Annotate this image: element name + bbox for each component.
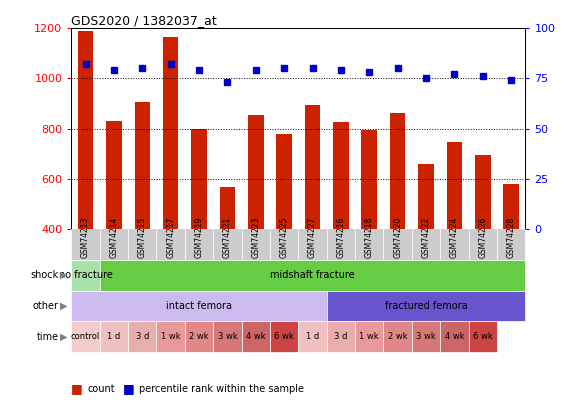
Text: ▶: ▶ <box>60 332 67 342</box>
Bar <box>475 155 490 229</box>
Text: GSM74217: GSM74217 <box>166 217 175 258</box>
Bar <box>71 229 100 260</box>
Bar <box>440 322 469 352</box>
Text: 2 wk: 2 wk <box>189 333 209 341</box>
Bar <box>276 134 292 229</box>
Text: GSM74213: GSM74213 <box>81 217 90 258</box>
Text: other: other <box>33 301 59 311</box>
Text: count: count <box>87 384 115 394</box>
Text: intact femora: intact femora <box>166 301 232 311</box>
Text: GSM74214: GSM74214 <box>110 217 118 258</box>
Text: shock: shock <box>30 270 59 280</box>
Text: ▶: ▶ <box>60 301 67 311</box>
Bar <box>327 291 525 322</box>
Bar <box>355 229 384 260</box>
Text: midshaft fracture: midshaft fracture <box>270 270 355 280</box>
Text: 1 wk: 1 wk <box>360 333 379 341</box>
Text: 6 wk: 6 wk <box>473 333 493 341</box>
Text: 2 wk: 2 wk <box>388 333 408 341</box>
Text: 3 d: 3 d <box>136 333 149 341</box>
Bar <box>305 105 320 229</box>
Bar <box>447 142 462 229</box>
Bar <box>106 121 122 229</box>
Text: 4 wk: 4 wk <box>246 333 266 341</box>
Text: 1 wk: 1 wk <box>161 333 180 341</box>
Text: GSM74215: GSM74215 <box>138 217 147 258</box>
Bar <box>299 229 327 260</box>
Bar <box>412 322 440 352</box>
Text: GSM74224: GSM74224 <box>450 217 459 258</box>
Text: GSM74225: GSM74225 <box>280 217 289 258</box>
Text: time: time <box>37 332 59 342</box>
Bar <box>503 184 519 229</box>
Text: control: control <box>71 333 100 341</box>
Bar <box>100 229 128 260</box>
Bar <box>156 322 185 352</box>
Text: ▶: ▶ <box>60 270 67 280</box>
Text: GSM74226: GSM74226 <box>478 217 487 258</box>
Text: 3 wk: 3 wk <box>416 333 436 341</box>
Text: GSM74223: GSM74223 <box>251 217 260 258</box>
Bar <box>128 322 156 352</box>
Bar <box>440 229 469 260</box>
Bar <box>355 322 384 352</box>
Bar <box>71 291 327 322</box>
Bar <box>100 322 128 352</box>
Bar <box>213 229 242 260</box>
Text: GSM74219: GSM74219 <box>195 217 203 258</box>
Bar <box>242 322 270 352</box>
Text: GSM74216: GSM74216 <box>336 217 345 258</box>
Bar <box>220 188 235 229</box>
Text: percentile rank within the sample: percentile rank within the sample <box>139 384 304 394</box>
Bar <box>327 322 355 352</box>
Bar <box>469 322 497 352</box>
Text: 4 wk: 4 wk <box>445 333 464 341</box>
Text: fractured femora: fractured femora <box>385 301 467 311</box>
Bar <box>78 31 94 229</box>
Text: GSM74218: GSM74218 <box>365 217 374 258</box>
Text: GSM74228: GSM74228 <box>506 217 516 258</box>
Text: ■: ■ <box>123 382 135 395</box>
Text: GSM74227: GSM74227 <box>308 217 317 258</box>
Bar <box>299 322 327 352</box>
Bar <box>412 229 440 260</box>
Text: GDS2020 / 1382037_at: GDS2020 / 1382037_at <box>71 14 217 27</box>
Text: 3 d: 3 d <box>334 333 348 341</box>
Bar <box>384 322 412 352</box>
Text: GSM74222: GSM74222 <box>421 217 431 258</box>
Text: 3 wk: 3 wk <box>218 333 238 341</box>
Text: 1 d: 1 d <box>107 333 120 341</box>
Bar <box>361 130 377 229</box>
Bar <box>333 122 349 229</box>
Bar <box>100 260 525 291</box>
Bar <box>390 113 405 229</box>
Text: GSM74221: GSM74221 <box>223 217 232 258</box>
Text: GSM74220: GSM74220 <box>393 217 402 258</box>
Bar <box>163 37 179 229</box>
Bar <box>418 164 434 229</box>
Bar <box>185 229 213 260</box>
Bar <box>191 129 207 229</box>
Bar <box>327 229 355 260</box>
Bar <box>135 102 150 229</box>
Bar <box>156 229 185 260</box>
Bar <box>213 322 242 352</box>
Bar <box>71 322 100 352</box>
Bar <box>270 322 298 352</box>
Bar <box>71 260 100 291</box>
Bar <box>384 229 412 260</box>
Text: no fracture: no fracture <box>59 270 112 280</box>
Bar <box>185 322 213 352</box>
Text: 6 wk: 6 wk <box>274 333 294 341</box>
Text: 1 d: 1 d <box>306 333 319 341</box>
Bar <box>497 229 525 260</box>
Bar <box>128 229 156 260</box>
Bar <box>242 229 270 260</box>
Bar <box>248 115 264 229</box>
Bar <box>469 229 497 260</box>
Text: ■: ■ <box>71 382 83 395</box>
Bar <box>270 229 298 260</box>
